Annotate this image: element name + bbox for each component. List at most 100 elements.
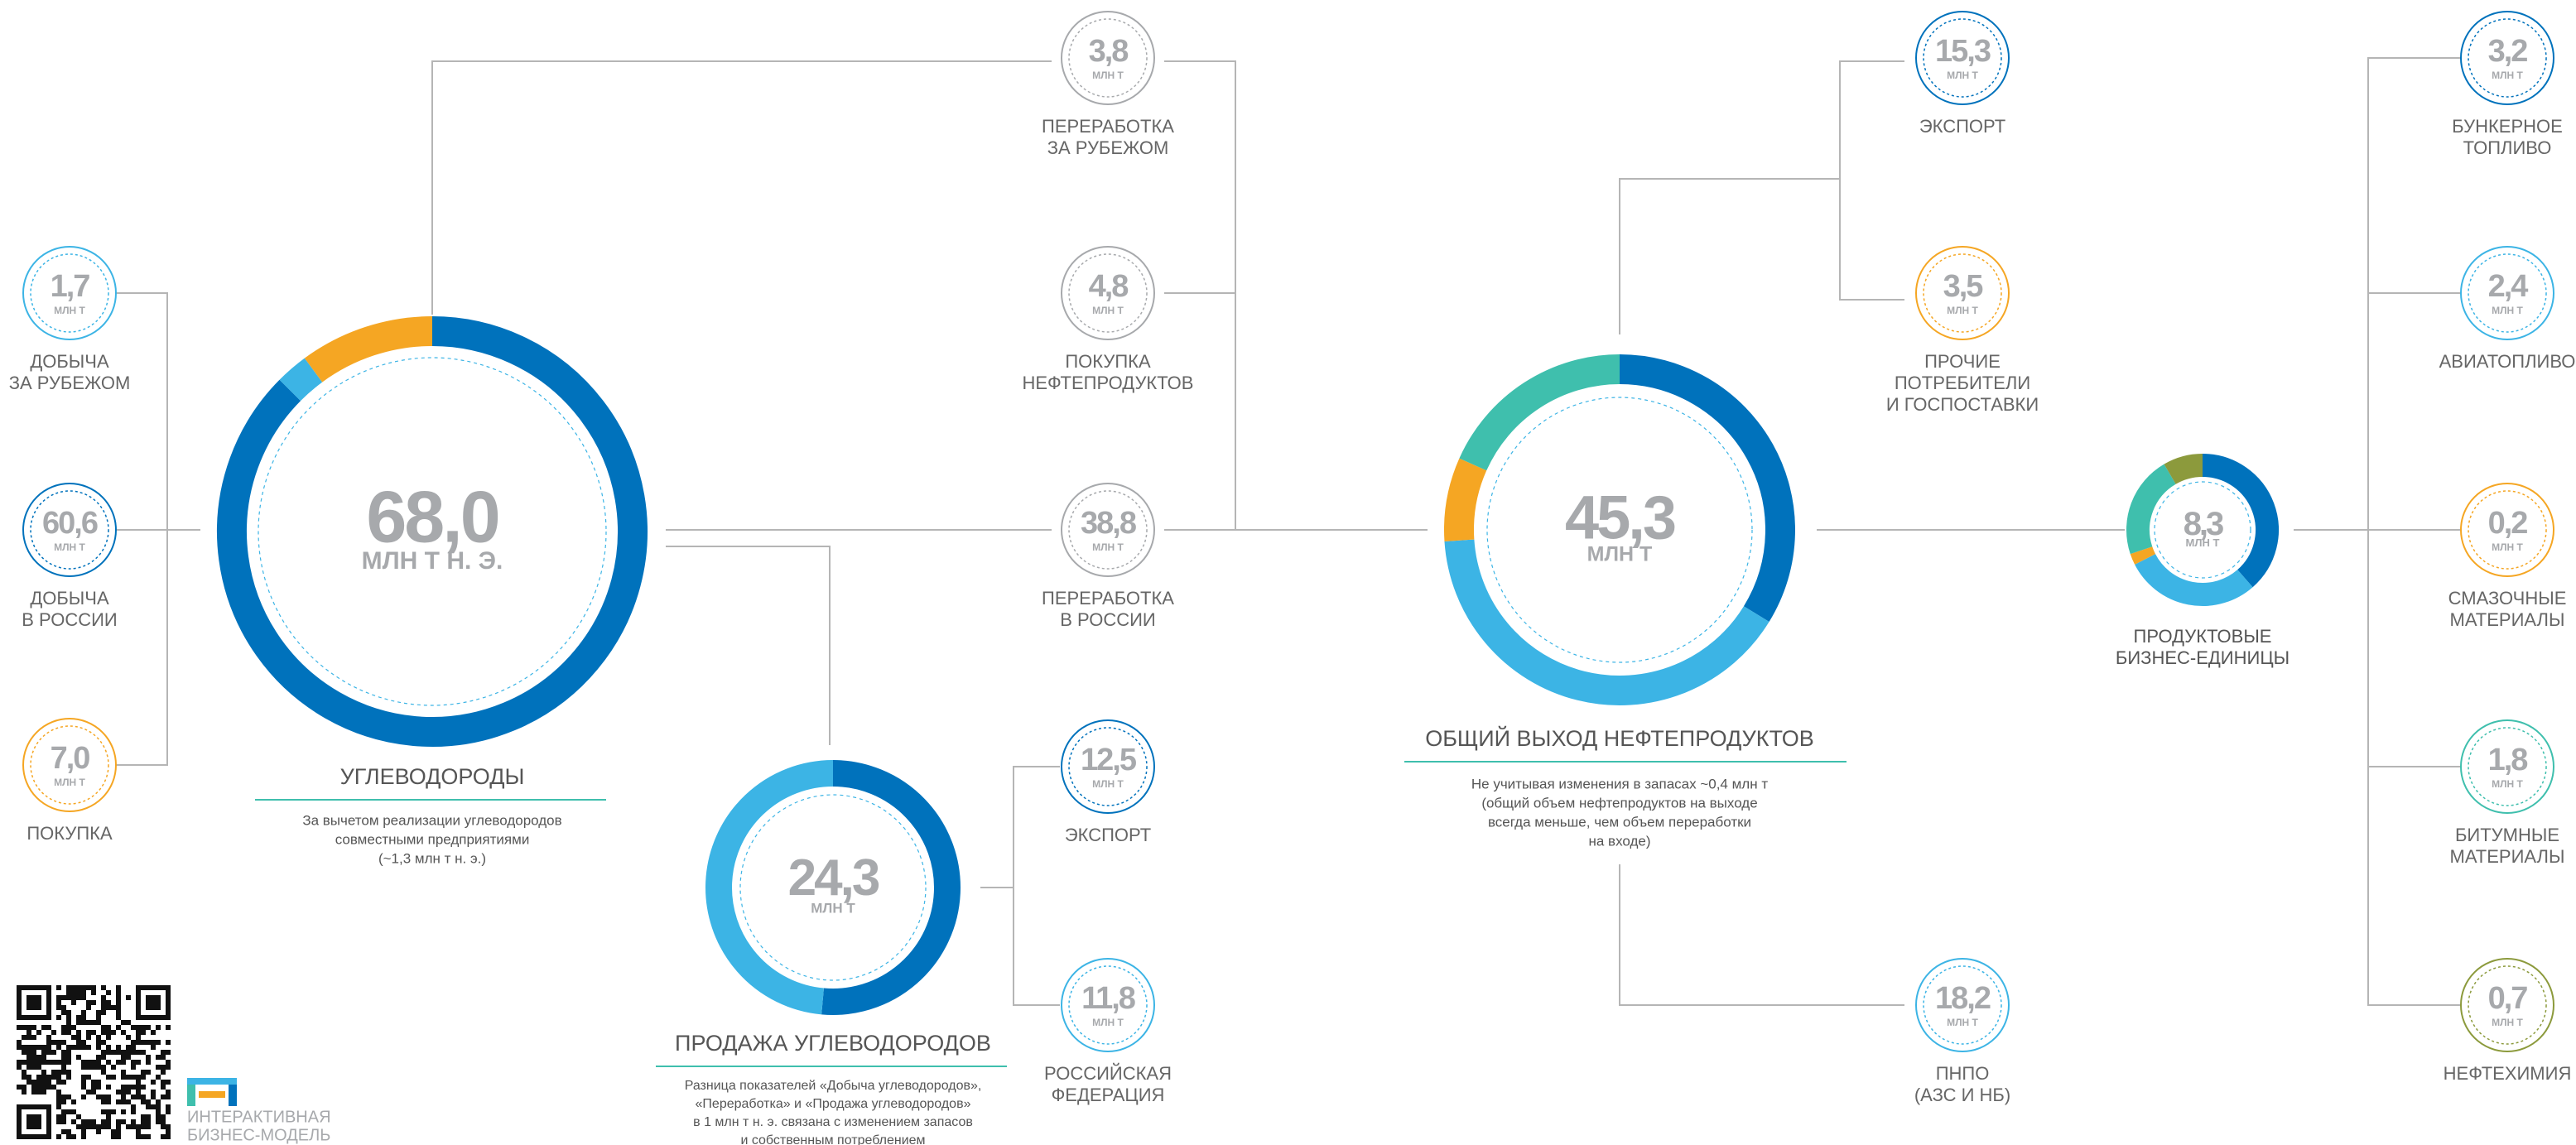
qr-cell [46,1075,51,1080]
qr-cell [156,1075,161,1080]
node-value: 0,7 [2488,981,2528,1016]
qr-cell [46,1015,51,1020]
logo: ИНТЕРАКТИВНАЯ БИЗНЕС-МОДЕЛЬ [187,1078,331,1144]
qr-cell [136,1015,141,1020]
qr-cell [121,1119,126,1124]
qr-cell [56,1104,61,1109]
qr-cell [131,1045,136,1050]
qr-cell [146,1000,151,1005]
qr-cell [46,1104,51,1109]
qr-cell [41,1085,46,1090]
qr-cell [66,985,71,990]
qr-cell [17,1040,22,1045]
qr-cell [41,1075,46,1080]
qr-cell [86,1020,91,1025]
qr-cell [101,1030,106,1035]
qr-cell [56,1045,61,1050]
node-unit: МЛН Т [1092,70,1124,81]
qr-cell [131,1094,136,1099]
hub-title: БИЗНЕС-ЕДИНИЦЫ [2116,647,2290,668]
qr-cell [76,1055,81,1060]
hub-title: УГЛЕВОДОРОДЫ [340,764,525,789]
qr-cell [36,1090,41,1094]
qr-cell [17,1124,22,1129]
node-inner-ring [1068,490,1148,570]
node-ring [2460,719,2554,814]
qr-cell [56,1070,61,1075]
connector [980,766,1060,1006]
qr-cell [136,990,141,995]
logo-bar [187,1078,237,1085]
qr-cell [26,995,31,1000]
qr-cell [66,1070,71,1075]
qr-cell [76,1020,81,1025]
qr-cell [46,1025,51,1030]
qr-cell [136,1005,141,1010]
node-label: В РОССИИ [1060,609,1156,630]
qr-cell [136,1030,141,1035]
qr-cell [17,1119,22,1124]
qr-cell [71,990,76,995]
node-inner-ring [30,253,109,333]
qr-cell [71,1025,76,1030]
qr-cell [36,1005,41,1010]
qr-cell [121,1085,126,1090]
qr-cell [136,1010,141,1015]
qr-cell [156,1005,161,1010]
node-inner-ring [1923,18,2002,98]
qr-cell [141,1015,146,1020]
qr-cell [86,1035,91,1040]
qr-cell [36,1134,41,1139]
qr-cell [31,1025,36,1030]
qr-cell [81,985,86,990]
node-ring [22,718,117,812]
qr-cell [96,1055,101,1060]
qr-cell [17,1000,22,1005]
donut-segment [2126,464,2177,555]
node-unit: МЛН Т [2492,778,2523,790]
qr-cell [116,1124,121,1129]
node-ring [1061,958,1155,1052]
qr-cell [46,1124,51,1129]
connector [2294,57,2461,1006]
node-label: В РОССИИ [22,609,118,630]
qr-cell [26,1045,31,1050]
donut-segment [279,358,323,402]
qr-cell [26,1005,31,1010]
qr-cell [46,1000,51,1005]
node-unit: МЛН Т [2492,70,2523,81]
qr-cell [17,1045,22,1050]
node-unit: МЛН Т [2492,541,2523,553]
qr-cell [46,1035,51,1040]
qr-cell [166,1040,171,1045]
qr-cell [156,1040,161,1045]
qr-cell [131,1119,136,1124]
qr-cell [91,1020,96,1025]
hub-value: 24,3 [788,849,879,907]
node-label: ЗА РУБЕЖОМ [9,373,131,393]
node-inner-ring [2468,253,2547,333]
qr-cell [106,1045,111,1050]
node-inner-ring [1068,253,1148,333]
qr-cell [106,1030,111,1035]
qr-cell [31,1050,36,1055]
qr-cell [146,1025,151,1030]
node-inner-ring [1068,965,1148,1045]
qr-cell [136,1129,141,1134]
node-ring [1061,246,1155,340]
connector [1619,60,2125,1006]
qr-cell [56,1015,61,1020]
qr-cell [116,1025,121,1030]
qr-cell [22,1134,26,1139]
donut-segment [217,316,648,747]
qr-cell [146,1015,151,1020]
qr-cell [56,1000,61,1005]
qr-cell [66,1030,71,1035]
qr-cell [136,1050,141,1055]
node-value: 3,2 [2488,34,2528,69]
qr-cell [116,1010,121,1015]
qr-cell [161,1065,166,1070]
node-value: 4,8 [1089,269,1129,304]
qr-cell [136,1040,141,1045]
qr-cell [26,1075,31,1080]
